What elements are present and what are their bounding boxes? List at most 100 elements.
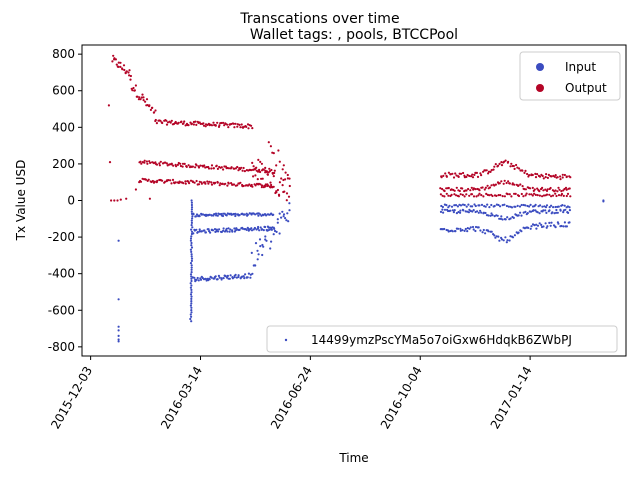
- data-point: [529, 210, 533, 213]
- data-point: [455, 186, 458, 189]
- data-point: [534, 172, 537, 175]
- data-point: [257, 253, 260, 256]
- data-point: [461, 193, 464, 196]
- data-point: [442, 211, 445, 214]
- data-point: [441, 208, 444, 211]
- data-point: [243, 213, 246, 216]
- data-point: [485, 169, 488, 172]
- data-point: [522, 195, 525, 198]
- data-point: [439, 187, 442, 190]
- y-tick-label: 0: [67, 194, 75, 208]
- data-point: [222, 229, 225, 232]
- data-point: [441, 194, 444, 197]
- data-point: [280, 177, 283, 180]
- data-point: [117, 298, 120, 301]
- data-point: [443, 189, 446, 193]
- data-point: [270, 240, 273, 243]
- data-point: [480, 203, 484, 206]
- data-point: [177, 121, 180, 124]
- data-point: [541, 174, 544, 178]
- data-point: [513, 183, 516, 186]
- data-point: [261, 253, 264, 257]
- data-point: [194, 120, 197, 123]
- data-point: [541, 205, 544, 208]
- data-point: [481, 186, 484, 189]
- data-point: [257, 158, 260, 161]
- data-point: [471, 210, 474, 213]
- data-point: [140, 96, 143, 99]
- data-point: [450, 205, 454, 208]
- data-point: [499, 194, 502, 197]
- data-point: [548, 193, 551, 196]
- data-point: [245, 125, 248, 128]
- data-point: [286, 212, 289, 215]
- data-point: [455, 194, 458, 197]
- legend-wallet: 14499ymzPscYMa5o7oiGxw6HdqkB6ZWbPJ: [266, 325, 618, 353]
- data-point: [119, 65, 122, 68]
- data-point: [281, 168, 284, 171]
- data-point: [225, 227, 228, 230]
- data-point: [280, 216, 283, 219]
- data-point: [200, 230, 203, 233]
- data-point: [148, 160, 151, 163]
- data-point: [190, 309, 193, 312]
- data-point: [190, 221, 193, 224]
- data-point: [569, 176, 572, 179]
- data-point: [462, 209, 465, 212]
- y-tick-label: -200: [48, 230, 75, 244]
- legend-input-marker: [536, 63, 544, 71]
- data-point: [552, 206, 555, 209]
- data-point: [524, 204, 527, 207]
- data-point: [169, 179, 172, 182]
- data-point: [497, 235, 500, 238]
- data-point: [498, 239, 501, 242]
- data-point: [211, 229, 215, 232]
- data-point: [148, 105, 151, 108]
- data-point: [284, 171, 287, 174]
- data-point: [229, 274, 232, 277]
- data-point: [476, 175, 480, 178]
- data-point: [474, 225, 478, 229]
- data-point: [215, 164, 218, 167]
- data-point: [251, 185, 254, 188]
- data-point: [542, 189, 545, 192]
- data-point: [191, 217, 194, 220]
- legend-series-frame: [519, 51, 621, 101]
- data-point: [264, 225, 267, 229]
- legend-series: Input Output: [519, 51, 621, 101]
- data-point: [528, 205, 531, 208]
- data-point: [448, 204, 451, 207]
- data-point: [557, 186, 560, 189]
- data-point: [545, 193, 549, 196]
- data-point: [267, 141, 270, 144]
- data-point: [286, 177, 289, 180]
- data-point: [458, 189, 461, 193]
- data-point: [190, 253, 193, 256]
- data-point: [242, 166, 245, 170]
- data-point: [136, 95, 139, 98]
- data-point: [190, 297, 193, 300]
- data-point: [472, 228, 475, 231]
- data-point: [509, 165, 512, 168]
- data-point: [188, 182, 191, 185]
- data-point: [548, 206, 551, 209]
- data-point: [494, 163, 497, 166]
- data-point: [465, 205, 468, 208]
- data-point: [159, 160, 162, 163]
- data-point: [143, 159, 146, 162]
- data-point: [190, 208, 193, 211]
- data-point: [466, 227, 469, 230]
- data-point: [281, 210, 284, 213]
- data-point: [504, 159, 507, 162]
- data-point: [483, 188, 486, 191]
- data-point: [224, 182, 227, 185]
- data-point: [190, 279, 193, 283]
- data-point: [534, 193, 537, 196]
- data-point: [116, 199, 119, 202]
- data-point: [531, 186, 534, 189]
- data-point: [558, 188, 561, 191]
- data-point: [556, 211, 559, 214]
- data-point: [123, 68, 126, 72]
- data-point: [197, 166, 201, 169]
- data-point: [493, 184, 496, 187]
